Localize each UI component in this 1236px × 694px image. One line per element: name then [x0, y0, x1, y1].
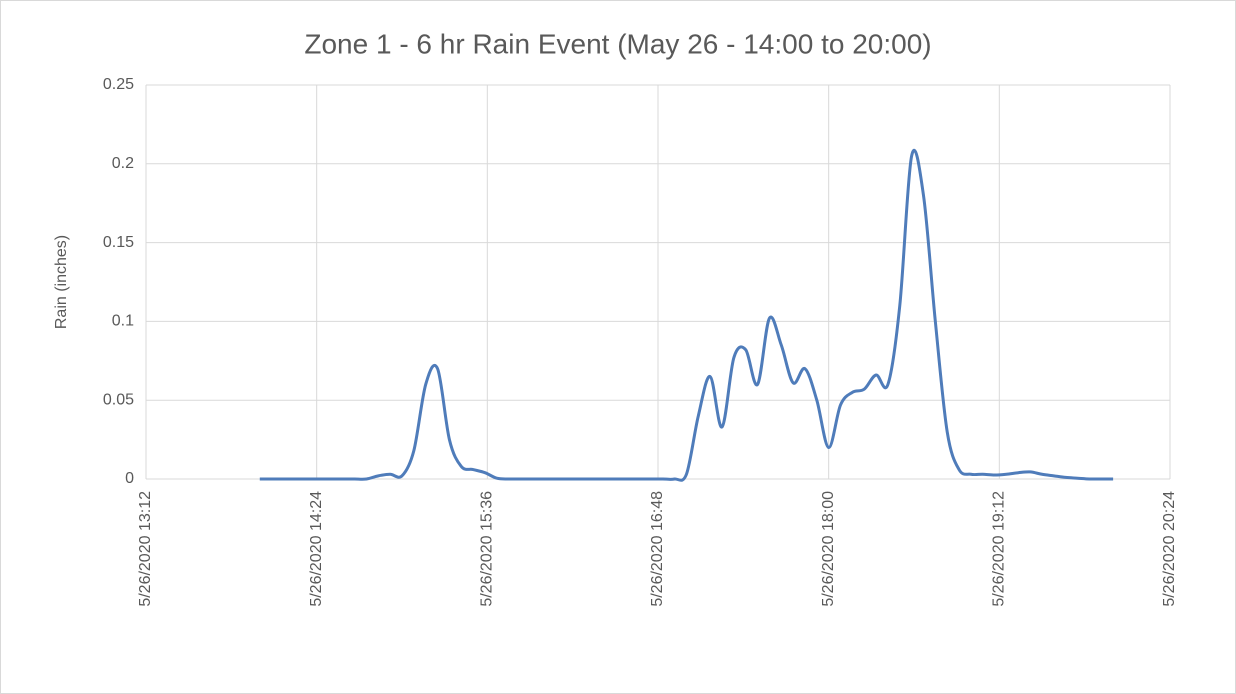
chart-title: Zone 1 - 6 hr Rain Event (May 26 - 14:00… — [304, 28, 931, 59]
x-tick-label: 5/26/2020 16:48 — [649, 491, 666, 607]
y-tick-label: 0.05 — [103, 391, 134, 408]
y-tick-label: 0.15 — [103, 234, 134, 251]
y-tick-label: 0 — [125, 470, 134, 487]
y-axis-label: Rain (inches) — [53, 235, 70, 329]
y-tick-label: 0.1 — [112, 313, 134, 330]
x-tick-label: 5/26/2020 20:24 — [1161, 491, 1178, 607]
x-tick-label: 5/26/2020 14:24 — [308, 491, 325, 607]
x-tick-label: 5/26/2020 15:36 — [479, 491, 496, 607]
x-tick-label: 5/26/2020 19:12 — [991, 491, 1008, 607]
line-series — [259, 148, 1114, 482]
y-tick-label: 0.2 — [112, 155, 134, 172]
x-tick-label: 5/26/2020 18:00 — [820, 491, 837, 607]
x-tick-label: 5/26/2020 13:12 — [137, 491, 154, 607]
y-tick-label: 0.25 — [103, 76, 134, 93]
